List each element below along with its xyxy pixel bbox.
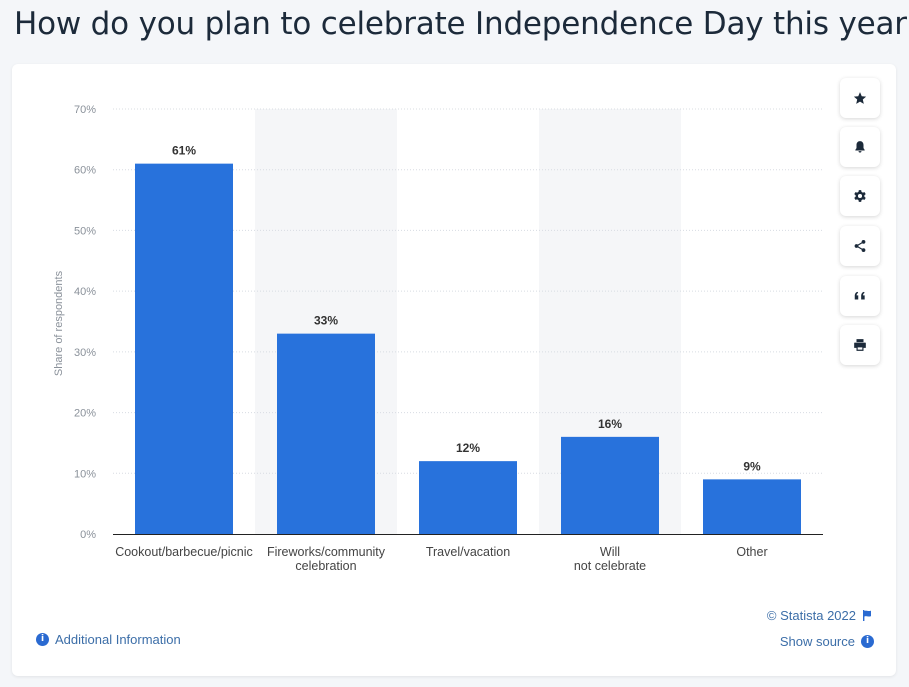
data-label: 33%	[314, 314, 338, 328]
data-label: 16%	[598, 417, 622, 431]
x-tick-label: Cookout/barbecue/picnic	[115, 545, 253, 559]
bar	[703, 479, 801, 534]
x-tick-label: not celebrate	[574, 559, 646, 573]
bar	[561, 436, 659, 534]
flag-icon	[863, 610, 871, 621]
y-tick-label: 10%	[74, 468, 96, 480]
data-label: 12%	[456, 441, 480, 455]
statista-credit[interactable]: © Statista 2022	[767, 608, 872, 623]
show-source-link[interactable]: Show source i	[780, 634, 874, 649]
y-tick-label: 0%	[80, 529, 96, 541]
data-label: 9%	[743, 459, 761, 473]
y-tick-label: 50%	[74, 225, 96, 237]
y-tick-label: 20%	[74, 408, 96, 420]
x-tick-label: Fireworks/community	[267, 545, 386, 559]
x-tick-label: Other	[736, 545, 767, 559]
show-source-label: Show source	[779, 634, 855, 649]
star-icon	[853, 92, 867, 104]
cite-button[interactable]	[840, 276, 880, 316]
settings-button[interactable]	[840, 176, 880, 216]
print-button[interactable]	[840, 325, 880, 365]
info-icon: i	[36, 633, 49, 646]
gear-icon	[854, 190, 866, 202]
print-icon	[854, 339, 866, 351]
bar-chart: 0% 10% 20% 30% 40% 50% 60% 70% Share of responde…	[53, 104, 823, 573]
bar	[419, 461, 517, 534]
y-tick-label: 30%	[74, 347, 96, 359]
page-title: How do you plan to celebrate Independenc…	[14, 6, 909, 42]
bar	[277, 333, 375, 534]
credit-text: © Statista 2022	[766, 608, 856, 623]
info-icon: i	[861, 635, 874, 648]
y-tick-label: 60%	[74, 165, 96, 177]
bell-icon	[855, 141, 865, 153]
y-tick-label: 40%	[74, 286, 96, 298]
additional-information-link[interactable]: i Additional Information	[36, 632, 181, 647]
share-button[interactable]	[840, 226, 880, 266]
favorite-button[interactable]	[840, 78, 880, 118]
chart-card: 0% 10% 20% 30% 40% 50% 60% 70% Share of responde…	[12, 64, 896, 676]
additional-information-label: Additional Information	[55, 632, 181, 647]
bar	[135, 163, 233, 534]
share-icon	[854, 240, 866, 252]
quote-icon	[854, 291, 865, 300]
x-tick-label: Travel/vacation	[426, 545, 510, 559]
data-label: 61%	[172, 144, 196, 158]
y-tick-label: 70%	[74, 104, 96, 116]
y-axis-label: Share of respondents	[53, 270, 65, 376]
notification-button[interactable]	[840, 127, 880, 167]
x-tick-label: celebration	[295, 559, 356, 573]
x-tick-label: Will	[600, 545, 620, 559]
